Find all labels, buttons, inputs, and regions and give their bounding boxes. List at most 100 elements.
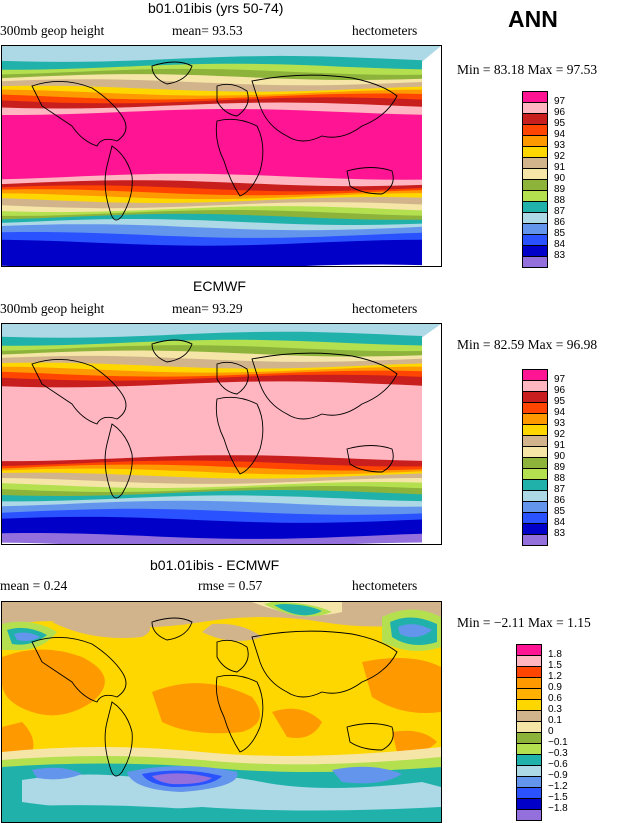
panel-3-contour-field	[2, 602, 441, 822]
coastline	[215, 118, 264, 197]
legend-label: 92	[554, 429, 566, 440]
contour-band	[2, 355, 422, 371]
contour-band	[2, 381, 422, 463]
legend-label: 1.2	[548, 671, 562, 682]
coastline	[251, 630, 398, 698]
legend-swatch	[522, 256, 548, 268]
legend-label: 84	[554, 517, 566, 528]
contour-band	[2, 350, 422, 364]
legend-label: −1.5	[548, 792, 568, 803]
panel-2-contour-field	[2, 324, 441, 544]
coastline	[151, 339, 193, 363]
legend-label: 89	[554, 184, 566, 195]
legend-label: 89	[554, 462, 566, 473]
contour-band	[2, 185, 422, 197]
legend-label: 83	[554, 250, 566, 261]
panel-3-map	[1, 601, 442, 823]
legend-label: 96	[554, 107, 566, 118]
contour-band	[2, 464, 422, 477]
contour-band	[2, 68, 422, 82]
legend-label: 0.9	[548, 682, 562, 693]
contour-band	[2, 370, 422, 383]
legend-label: 85	[554, 506, 566, 517]
legend-label: 85	[554, 228, 566, 239]
coastline	[216, 83, 249, 117]
panel-1-contour-field	[2, 46, 441, 266]
coastline	[104, 145, 133, 221]
legend-label: 1.5	[548, 660, 562, 671]
contour-band	[2, 213, 422, 227]
contour-band	[2, 478, 422, 490]
legend-label: 86	[554, 495, 566, 506]
contour-band	[2, 468, 422, 481]
panel-2-min-max: Min = 82.59 Max = 96.98	[457, 337, 598, 352]
coastline	[346, 723, 394, 751]
contour-band	[2, 79, 422, 94]
legend-label: 88	[554, 473, 566, 484]
contour-band	[2, 55, 422, 72]
panel-1-variable-label: 300mb geop height	[0, 23, 105, 38]
contour-band	[2, 533, 422, 544]
legend-label: −0.6	[548, 759, 568, 770]
coastline	[31, 81, 127, 147]
legend-label: 86	[554, 217, 566, 228]
contour-band	[2, 366, 422, 379]
legend-label: 87	[554, 206, 566, 217]
legend-label: 97	[554, 374, 566, 385]
contour-band	[2, 197, 422, 210]
legend-label: 90	[554, 173, 566, 184]
legend-label: −1.8	[548, 803, 568, 814]
coastline	[251, 74, 398, 142]
legend-label: 97	[554, 96, 566, 107]
coastline	[104, 701, 133, 777]
legend-label: 95	[554, 396, 566, 407]
panel-3-min-max: Min = −2.11 Max = 1.15	[457, 615, 591, 630]
panel-3-units-label: hectometers	[352, 578, 418, 593]
legend-label: 1.8	[548, 649, 562, 660]
legend-swatch	[522, 534, 548, 546]
contour-band	[2, 219, 422, 232]
contour-band	[2, 97, 422, 110]
contour-band	[2, 331, 422, 348]
legend-label: 87	[554, 484, 566, 495]
coastline	[215, 396, 264, 475]
coastline	[151, 61, 193, 85]
panel-2-mean-label: mean= 93.29	[172, 301, 243, 316]
coastline	[31, 637, 127, 703]
contour-band	[2, 324, 441, 340]
contour-band	[2, 482, 422, 494]
contour-band	[2, 500, 422, 517]
panel-2-units-label: hectometers	[352, 301, 418, 316]
contour-band	[2, 93, 422, 105]
legend-label: 90	[554, 451, 566, 462]
panel-1-min-max: Min = 83.18 Max = 97.53	[457, 62, 598, 77]
coastline	[346, 167, 394, 195]
panel-2-variable-label: 300mb geop height	[0, 301, 105, 316]
legend-label: 93	[554, 140, 566, 151]
legend-label: −0.1	[548, 737, 568, 748]
contour-band	[2, 224, 422, 240]
coastlines	[31, 339, 398, 499]
coastlines	[31, 61, 398, 221]
coastline	[251, 352, 398, 420]
legend-label: 0.3	[548, 704, 562, 715]
contour-band	[2, 89, 422, 101]
contour-band	[2, 239, 422, 266]
season-label: ANN	[508, 6, 558, 32]
panel-3-title: b01.01ibis - ECMWF	[150, 557, 280, 573]
coastline	[31, 359, 127, 425]
panel-2-map	[1, 323, 442, 545]
panel-2-title: ECMWF	[193, 278, 246, 294]
panel-1-mean-label: mean= 93.53	[172, 23, 243, 38]
coastline	[346, 445, 394, 473]
legend-label: 91	[554, 162, 566, 173]
legend-label: 92	[554, 151, 566, 162]
legend-label: 83	[554, 528, 566, 539]
panel-1-map	[1, 45, 442, 267]
legend-label: −1.2	[548, 781, 568, 792]
coastline	[104, 423, 133, 499]
contour-band	[2, 508, 422, 525]
legend-label: 96	[554, 385, 566, 396]
legend-label: 95	[554, 118, 566, 129]
coastline	[216, 361, 249, 395]
